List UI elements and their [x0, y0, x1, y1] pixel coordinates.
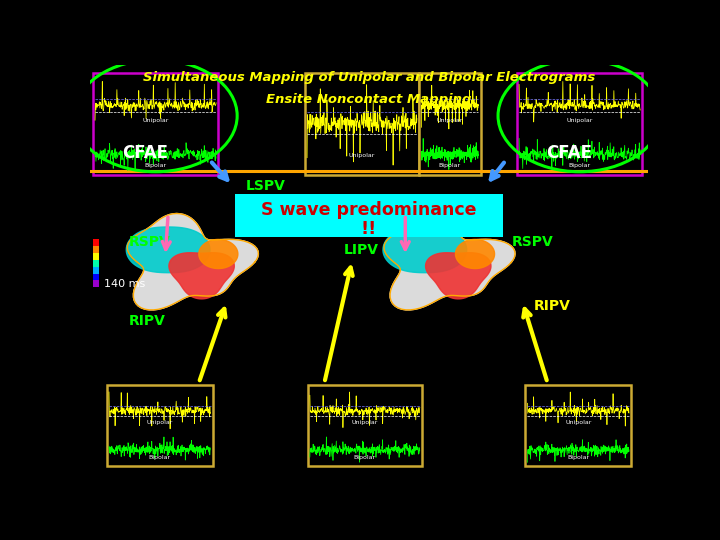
Bar	[93, 239, 99, 246]
Polygon shape	[126, 227, 210, 273]
Polygon shape	[426, 253, 491, 299]
Bar	[93, 73, 218, 175]
Text: RSPV: RSPV	[129, 235, 171, 249]
Text: 140 ms: 140 ms	[104, 279, 145, 289]
Text: Unipolar: Unipolar	[565, 420, 591, 425]
Text: RSPV: RSPV	[511, 235, 553, 249]
Text: LSPV: LSPV	[246, 179, 286, 193]
Bar	[307, 385, 422, 466]
Text: S wave predominance: S wave predominance	[261, 201, 477, 219]
Bar	[93, 267, 99, 274]
Polygon shape	[169, 253, 234, 299]
Text: RIPV: RIPV	[534, 299, 570, 313]
Bar	[93, 260, 99, 267]
Bar	[419, 73, 481, 175]
Text: CFAE: CFAE	[122, 144, 168, 161]
Text: Unipolar: Unipolar	[348, 153, 375, 158]
Text: Ensite Noncontact Mapping: Ensite Noncontact Mapping	[266, 93, 472, 106]
Text: Unipolar: Unipolar	[351, 420, 378, 425]
Text: !!: !!	[361, 220, 377, 238]
Text: Unipolar: Unipolar	[143, 118, 168, 123]
Bar	[517, 73, 642, 175]
Text: Simultaneous Mapping of Unipolar and Bipolar Electrograms: Simultaneous Mapping of Unipolar and Bip…	[143, 71, 595, 84]
Bar	[93, 274, 99, 280]
Text: CFAE: CFAE	[546, 144, 593, 161]
Text: Bipolar: Bipolar	[354, 455, 376, 460]
Text: Bipolar: Bipolar	[567, 455, 589, 460]
Bar	[93, 246, 99, 253]
Polygon shape	[456, 239, 495, 268]
Text: Bipolar: Bipolar	[149, 455, 171, 460]
Text: Unipolar: Unipolar	[147, 420, 173, 425]
Bar	[93, 253, 99, 260]
Text: LIPV: LIPV	[344, 243, 379, 257]
Polygon shape	[199, 239, 238, 268]
Text: RIPV: RIPV	[129, 314, 166, 328]
Bar	[235, 194, 503, 238]
Bar	[526, 385, 631, 466]
Text: Bipolar: Bipolar	[439, 163, 461, 168]
Bar	[305, 73, 419, 175]
Bar	[93, 280, 99, 287]
Polygon shape	[127, 213, 258, 310]
Text: Bipolar: Bipolar	[145, 163, 166, 168]
Polygon shape	[383, 227, 467, 273]
Polygon shape	[384, 213, 515, 310]
Text: Bipolar: Bipolar	[569, 163, 590, 168]
Text: Unipolar: Unipolar	[567, 118, 593, 123]
Text: Unipolar: Unipolar	[437, 118, 463, 123]
Bar	[107, 385, 213, 466]
